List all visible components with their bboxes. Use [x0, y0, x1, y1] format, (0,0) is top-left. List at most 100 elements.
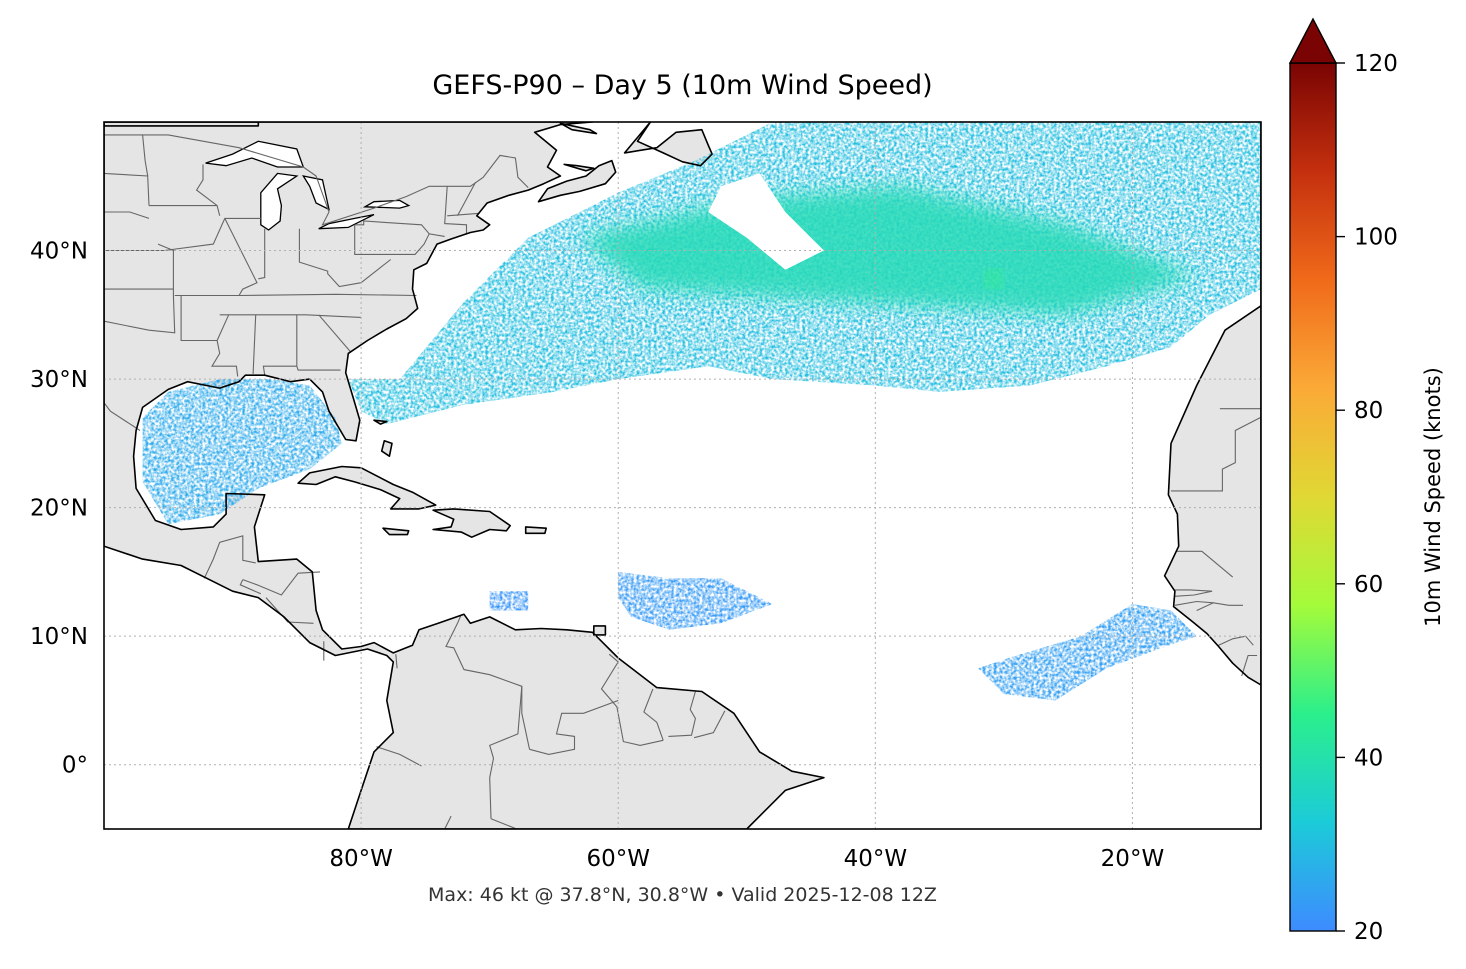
land-nova-scotia [538, 160, 616, 202]
border-14 [104, 211, 150, 219]
border-17 [195, 164, 221, 216]
wind-region-3 [618, 571, 773, 630]
border-36 [643, 688, 664, 741]
colorbar-tick-label: 60 [1354, 572, 1383, 598]
border-1 [104, 134, 529, 226]
coastline-jamaica [382, 527, 410, 536]
colorbar-label: 10m Wind Speed (knots) [1421, 367, 1445, 627]
border-48 [1218, 635, 1254, 646]
wind-region-fill [142, 379, 342, 525]
coastline-puerto-rico [524, 526, 548, 535]
coastline-nova-scotia [537, 159, 617, 203]
border-40 [490, 818, 517, 829]
land-greenland-strip [104, 122, 259, 126]
border-49 [1241, 654, 1258, 677]
border-28 [242, 571, 321, 596]
border-21 [354, 224, 445, 255]
border-37 [668, 691, 696, 737]
lon-tick-label: 20°W [1101, 846, 1165, 872]
colorbar-tick-label: 100 [1354, 225, 1398, 251]
lon-tick-label: 60°W [586, 846, 650, 872]
border-9 [180, 295, 218, 342]
wind-region-fill [978, 604, 1197, 701]
border-16 [142, 134, 149, 177]
border-41 [444, 815, 452, 829]
lake-3 [318, 213, 375, 230]
border-22 [354, 220, 430, 235]
lon-tick-label: 80°W [329, 846, 393, 872]
border-11 [104, 243, 174, 290]
land-africa [1164, 122, 1261, 829]
colorbar-tick-label: 120 [1354, 51, 1398, 77]
coastline-cuba [297, 465, 437, 510]
lat-tick-label: 30°N [30, 367, 88, 393]
colorbar-ticks: 20 40 60 80 100 120 [1336, 51, 1398, 945]
axis-ticks: 80°W 60°W 40°W 20°W 0° 10°N 20°N 30°N 40°N [30, 239, 1164, 872]
wind-region-fill [489, 591, 529, 611]
footer-note: Max: 46 kt @ 37.8°N, 30.8°W • Valid 2025… [428, 884, 937, 906]
lat-tick-label: 0° [62, 753, 88, 779]
lat-tick-label: 20°N [30, 496, 88, 522]
wind-max-spot [984, 269, 1003, 288]
border-42 [1171, 416, 1261, 492]
colorbar-tick-label: 40 [1354, 745, 1383, 771]
border-38 [693, 710, 726, 739]
land-north-america [104, 122, 824, 829]
coastline-north-america [104, 122, 825, 829]
lake-1 [260, 172, 299, 231]
lat-tick-label: 40°N [30, 239, 88, 265]
border-26 [203, 535, 256, 579]
coastline-bahamas-grand [373, 419, 388, 425]
wind-region-5 [489, 591, 529, 611]
border-45 [1174, 589, 1213, 597]
border-2 [174, 293, 417, 297]
lat-tick-label: 10°N [30, 624, 88, 650]
border-19 [258, 228, 266, 280]
coastline-trinidad [592, 625, 607, 636]
map-frame [103, 121, 1262, 830]
colorbar-tick-label: 80 [1354, 398, 1383, 424]
wind-region-4 [978, 604, 1197, 701]
lake-layer [205, 140, 411, 231]
border-31 [395, 654, 398, 669]
land-jamaica [383, 528, 409, 535]
coastline-greenland-strip [104, 122, 260, 127]
chart-title: GEFS-P90 – Day 5 (10m Wind Speed) [432, 70, 933, 101]
colorbar-bar [1289, 62, 1337, 932]
lon-tick-label: 40°W [844, 846, 908, 872]
colorbar-extend-arrow [1288, 17, 1338, 64]
border-46 [1174, 600, 1214, 606]
border-39 [529, 699, 619, 755]
colorbar-tick-label: 20 [1354, 919, 1383, 945]
wind-layer [142, 122, 1261, 701]
border-10 [104, 289, 176, 334]
coastline-pei [563, 163, 595, 172]
coastline-anticosti [559, 122, 598, 135]
land-trinidad [593, 625, 606, 635]
border-23 [444, 186, 468, 234]
border-3 [219, 314, 362, 318]
border-33 [489, 686, 523, 819]
land-newfoundland [624, 122, 713, 166]
coastline-africa [1163, 122, 1261, 829]
coast-layer [104, 122, 1261, 829]
border-7 [318, 314, 352, 353]
border-4 [252, 314, 257, 374]
border-25 [447, 212, 480, 217]
border-34 [376, 746, 422, 767]
border-24 [457, 182, 476, 217]
coastline-hispaniola [432, 508, 512, 539]
border-8 [211, 314, 239, 377]
border-32 [445, 614, 531, 750]
border-47 [1196, 602, 1243, 611]
wind-region-fill [618, 571, 773, 630]
border-0 [104, 401, 141, 431]
coastline-bahamas-andros [380, 439, 393, 458]
lake-4 [362, 199, 411, 209]
coastline-newfoundland [623, 122, 713, 167]
lake-2 [301, 175, 330, 211]
border-29 [265, 597, 314, 624]
border-6 [296, 366, 341, 371]
